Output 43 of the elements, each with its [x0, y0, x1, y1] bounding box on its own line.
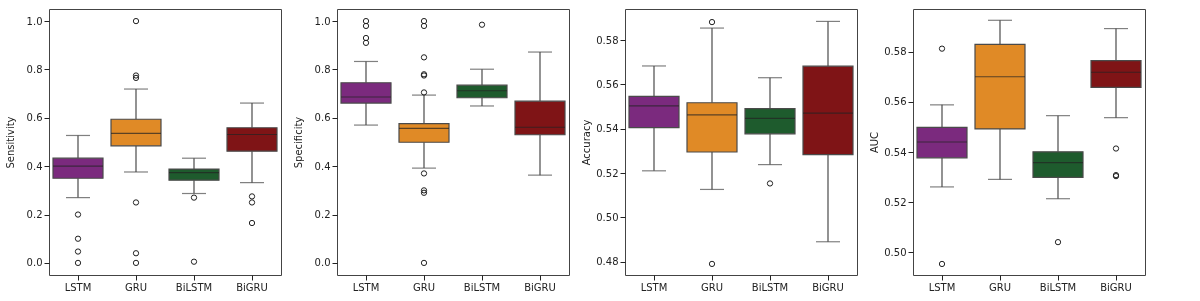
y-tick-label: 0.4 [314, 160, 331, 172]
y-tick-label: 1.0 [314, 15, 331, 27]
x-tick-label: LSTM [352, 281, 380, 293]
y-tick-label: 0.2 [26, 209, 43, 221]
y-tick-label: 0.52 [596, 167, 619, 179]
y-tick-label: 0.6 [314, 112, 331, 124]
x-tick-label: BiGRU [236, 281, 268, 293]
x-tick-label: GRU [124, 281, 148, 293]
x-tick-label: GRU [988, 281, 1012, 293]
y-tick-label: 0.56 [884, 96, 907, 108]
y-tick-label: 0.50 [596, 211, 619, 223]
y-axis-title: Sensitivity [4, 116, 16, 169]
x-tick-label: LSTM [640, 281, 668, 293]
y-tick-label: 0.52 [884, 196, 907, 208]
y-tick-label: 0.6 [26, 112, 43, 124]
x-tick-label: BiLSTM [1039, 281, 1077, 293]
y-tick-label: 0.2 [314, 209, 331, 221]
y-tick-label: 0.58 [884, 46, 907, 58]
y-tick-label: 0.8 [26, 63, 43, 75]
x-tick-label: GRU [700, 281, 724, 293]
x-tick-label: BiLSTM [751, 281, 789, 293]
y-tick-label: 0.58 [596, 34, 619, 46]
y-tick-label: 1.0 [26, 15, 43, 27]
y-tick-label: 0.4 [26, 160, 43, 172]
x-tick-label: BiLSTM [463, 281, 501, 293]
y-tick-label: 0.8 [314, 63, 331, 75]
x-tick-label: BiLSTM [175, 281, 213, 293]
x-tick-label: BiGRU [1100, 281, 1132, 293]
x-tick-label: LSTM [928, 281, 956, 293]
y-axis-title: AUC [868, 131, 880, 154]
y-tick-label: 0.0 [26, 257, 43, 269]
x-tick-label: BiGRU [812, 281, 844, 293]
y-tick-label: 0.54 [884, 146, 907, 158]
x-tick-label: GRU [412, 281, 436, 293]
y-axis-title: Specificity [292, 116, 304, 169]
y-tick-label: 0.50 [884, 246, 907, 258]
y-axis-title: Accuracy [580, 119, 592, 166]
y-tick-label: 0.0 [314, 257, 331, 269]
y-tick-label: 0.54 [596, 123, 619, 135]
y-tick-label: 0.56 [596, 78, 619, 90]
y-tick-label: 0.48 [596, 256, 619, 268]
x-tick-label: LSTM [64, 281, 92, 293]
x-tick-label: BiGRU [524, 281, 556, 293]
